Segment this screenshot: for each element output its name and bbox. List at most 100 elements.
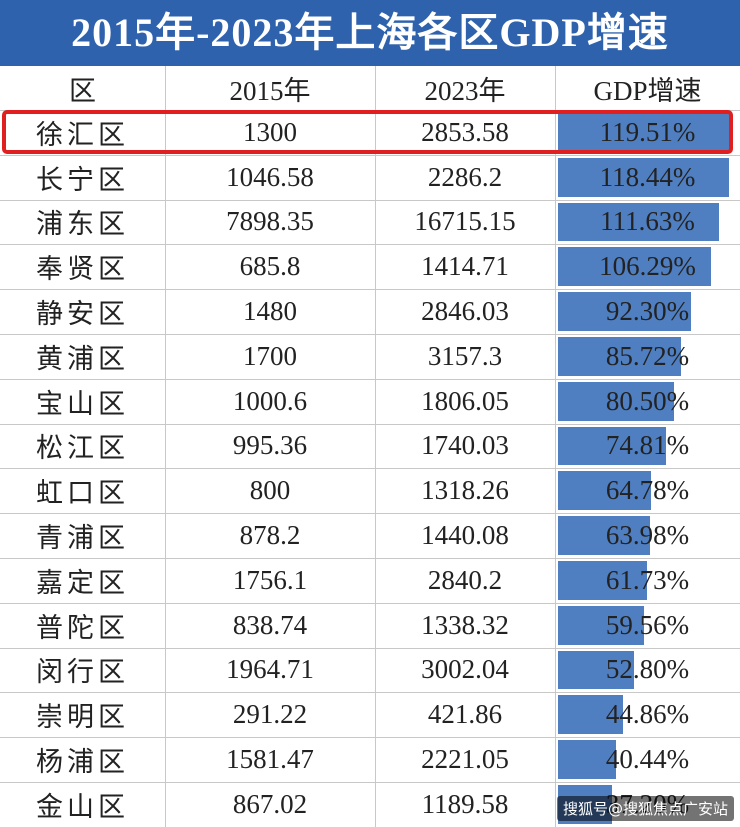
- row-line: [0, 423, 740, 425]
- value-cell: 3157.3: [427, 340, 503, 371]
- row-line: [0, 154, 740, 156]
- header-cell: 2015年: [229, 75, 311, 106]
- header-cell: 区: [69, 75, 96, 106]
- row-line: [0, 468, 740, 470]
- district-cell: 杨浦区: [36, 747, 129, 778]
- data-bar: [558, 247, 712, 287]
- value-cell: 92.30%: [605, 296, 690, 327]
- row-line: [0, 602, 740, 604]
- row-line: [0, 199, 740, 201]
- district-cell: 静安区: [36, 299, 129, 330]
- value-cell: 878.2: [239, 520, 301, 551]
- value-cell: 867.02: [232, 788, 308, 819]
- district-cell: 长宁区: [36, 164, 129, 195]
- value-cell: 291.22: [232, 699, 308, 730]
- value-cell: 7898.35: [226, 206, 314, 237]
- row-line: [0, 558, 740, 559]
- row-line: [0, 647, 740, 649]
- district-cell: 徐汇区: [36, 119, 129, 150]
- data-bar: [558, 337, 682, 376]
- value-cell: 1480: [243, 296, 297, 327]
- data-bar: [558, 471, 652, 511]
- district-cell: 嘉定区: [36, 567, 129, 598]
- district-cell: 金山区: [36, 791, 129, 822]
- value-cell: 1440.08: [421, 520, 509, 551]
- title: 2015年-2023年上海各区GDP增速: [0, 0, 740, 66]
- row-line: [0, 782, 740, 783]
- district-cell: 普陀区: [36, 612, 129, 643]
- row-line: [0, 289, 740, 291]
- watermark: 搜狐号@搜狐焦点广安站: [556, 796, 734, 821]
- data-bar: [558, 650, 635, 690]
- value-cell: 2840.2: [427, 564, 503, 595]
- value-cell: 59.56%: [605, 609, 690, 640]
- data-bar: [558, 426, 666, 466]
- data-bar: [558, 381, 674, 421]
- value-cell: 685.8: [239, 251, 301, 282]
- value-cell: 118.44%: [599, 161, 696, 192]
- column-line: [555, 66, 556, 827]
- header-cell: GDP增速: [593, 75, 702, 106]
- row-line: [0, 513, 740, 515]
- district-cell: 宝山区: [36, 388, 129, 419]
- value-cell: 52.80%: [605, 654, 690, 685]
- value-cell: 800: [249, 475, 291, 506]
- data-bar: [558, 157, 729, 197]
- district-cell: 虹口区: [36, 478, 129, 509]
- data-bar: [558, 202, 719, 242]
- value-cell: 2286.2: [427, 161, 503, 192]
- value-cell: 1414.71: [421, 251, 509, 282]
- column-line: [375, 66, 376, 827]
- value-cell: 63.98%: [605, 520, 690, 551]
- row-line: [0, 334, 740, 335]
- value-cell: 85.72%: [605, 340, 690, 371]
- district-cell: 闵行区: [36, 657, 129, 688]
- header-cell: 2023年: [424, 75, 506, 106]
- data-bar: [558, 561, 647, 600]
- value-cell: 61.73%: [605, 564, 690, 595]
- data-bar: [558, 605, 644, 645]
- value-cell: 1581.47: [226, 744, 314, 775]
- value-cell: 838.74: [232, 609, 308, 640]
- value-cell: 1338.32: [421, 609, 509, 640]
- row-line: [0, 244, 740, 246]
- highlight-box: [2, 110, 733, 154]
- value-cell: 111.63%: [600, 206, 695, 237]
- value-cell: 421.86: [427, 699, 503, 730]
- data-bar: [558, 113, 731, 152]
- value-cell: 80.50%: [605, 385, 690, 416]
- value-cell: 74.81%: [605, 430, 690, 461]
- data-bar: [558, 292, 691, 331]
- value-cell: 2221.05: [421, 744, 509, 775]
- data-bar: [558, 516, 651, 555]
- value-cell: 1806.05: [421, 385, 509, 416]
- district-cell: 青浦区: [36, 523, 129, 554]
- value-cell: 2846.03: [421, 296, 509, 327]
- district-cell: 浦东区: [36, 209, 129, 240]
- value-cell: 1964.71: [226, 654, 314, 685]
- value-cell: 106.29%: [599, 251, 696, 282]
- row-line: [0, 692, 740, 694]
- value-cell: 16715.15: [414, 206, 516, 237]
- value-cell: 1700: [243, 340, 297, 371]
- value-cell: 40.44%: [605, 744, 690, 775]
- district-cell: 崇明区: [36, 702, 129, 733]
- value-cell: 119.51%: [599, 116, 696, 147]
- district-cell: 松江区: [36, 433, 129, 464]
- value-cell: 3002.04: [421, 654, 509, 685]
- value-cell: 1000.6: [232, 385, 308, 416]
- district-cell: 黄浦区: [36, 343, 129, 374]
- district-cell: 奉贤区: [36, 254, 129, 285]
- value-cell: 64.78%: [605, 475, 690, 506]
- row-line: [0, 737, 740, 739]
- value-cell: 995.36: [232, 430, 308, 461]
- value-cell: 1300: [243, 116, 297, 147]
- data-bar: [558, 695, 623, 735]
- value-cell: 2853.58: [421, 116, 509, 147]
- column-line: [165, 66, 166, 827]
- value-cell: 1756.1: [232, 564, 308, 595]
- value-cell: 1046.58: [226, 161, 314, 192]
- value-cell: 1740.03: [421, 430, 509, 461]
- value-cell: 1189.58: [421, 788, 509, 819]
